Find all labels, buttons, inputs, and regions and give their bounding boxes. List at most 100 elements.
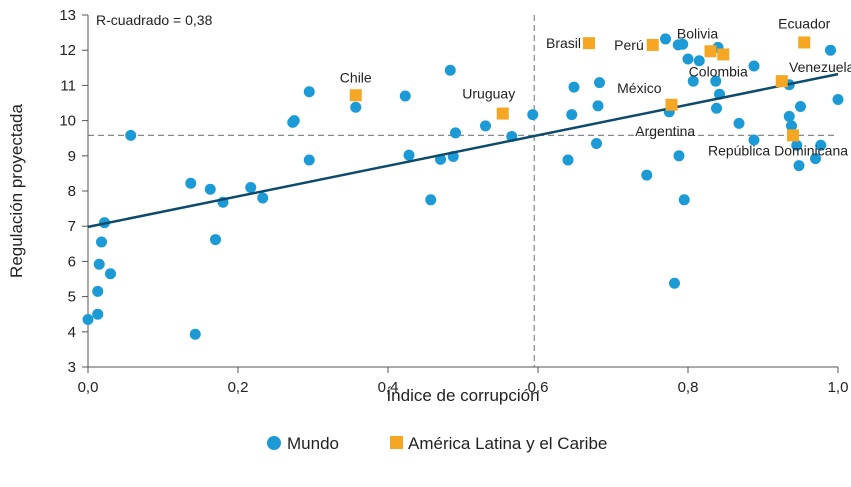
- data-point-mundo: [82, 313, 94, 325]
- y-tick-label: 4: [68, 324, 76, 341]
- x-tick-label: 0,8: [678, 379, 699, 396]
- point-label: Ecuador: [778, 15, 830, 31]
- data-point-mundo: [733, 117, 745, 129]
- x-tick-label: 0,0: [78, 379, 99, 396]
- data-point-latam: [704, 45, 717, 58]
- data-point-mundo: [687, 75, 699, 87]
- x-axis-ticks: 0,0 0,2 0,4 0,6 0,8 1,0: [78, 367, 848, 396]
- data-point-mundo: [93, 258, 105, 270]
- data-point-mundo: [748, 134, 760, 146]
- y-tick-label: 11: [60, 77, 76, 94]
- trend-line: [87, 72, 839, 229]
- data-point-mundo: [825, 44, 836, 56]
- data-point-mundo: [403, 149, 415, 161]
- y-axis-ticks: 3 4 5 6 7 8 9 10 11 12 13: [59, 7, 88, 376]
- point-label: México: [617, 80, 662, 96]
- y-tick-label: 6: [68, 253, 76, 270]
- y-tick-label: 7: [68, 218, 76, 235]
- y-tick-label: 3: [68, 359, 76, 376]
- legend: Mundo América Latina y el Caribe: [267, 434, 607, 453]
- data-point-mundo: [783, 110, 795, 122]
- data-point-mundo: [562, 154, 574, 166]
- r-squared-annotation: R-cuadrado = 0,38: [96, 12, 213, 28]
- y-tick-label: 9: [68, 148, 76, 165]
- data-point-mundo: [669, 277, 680, 289]
- data-point-mundo: [210, 234, 221, 246]
- data-point-mundo: [96, 236, 107, 248]
- legend-label-latam: América Latina y el Caribe: [408, 434, 607, 453]
- x-axis-title: Índice de corrupción: [386, 386, 539, 405]
- data-point-mundo: [527, 109, 539, 121]
- data-point-mundo: [641, 169, 653, 181]
- data-point-latam: [583, 37, 595, 50]
- point-label: República Dominicana: [708, 142, 848, 158]
- data-point-mundo: [568, 81, 580, 93]
- data-point-mundo: [591, 137, 602, 149]
- data-point-mundo: [791, 139, 803, 151]
- data-point-mundo: [793, 160, 805, 172]
- point-label: Bolivia: [677, 25, 718, 41]
- data-point-mundo: [693, 55, 705, 67]
- point-label: Uruguay: [462, 86, 515, 102]
- data-point-mundo: [92, 308, 104, 320]
- point-label: Chile: [340, 69, 372, 85]
- data-point-mundo: [480, 120, 491, 132]
- data-point-latam: [665, 98, 678, 111]
- point-label: Brasil: [546, 35, 581, 51]
- data-point-latam: [496, 107, 509, 120]
- x-tick-label: 0,4: [378, 379, 399, 396]
- data-point-mundo: [678, 194, 690, 206]
- y-tick-label: 8: [68, 183, 76, 200]
- data-point-mundo: [125, 129, 137, 141]
- data-point-mundo: [673, 150, 685, 162]
- data-point-latam: [646, 38, 659, 51]
- point-label: Perú: [614, 37, 644, 53]
- data-point-latam: [349, 89, 362, 102]
- data-point-mundo: [450, 127, 461, 139]
- data-point-mundo: [710, 75, 722, 87]
- point-label: Colombia: [689, 63, 748, 79]
- data-point-mundo: [444, 64, 456, 76]
- latam-points-layer: [349, 36, 811, 142]
- data-point-mundo: [682, 53, 694, 65]
- data-point-mundo: [711, 102, 722, 114]
- y-tick-label: 10: [59, 113, 76, 130]
- data-point-mundo: [189, 328, 201, 340]
- data-point-mundo: [592, 100, 604, 112]
- y-tick-label: 12: [59, 42, 76, 59]
- data-point-mundo: [832, 93, 844, 105]
- point-label: Argentina: [635, 123, 695, 139]
- data-point-mundo: [303, 154, 315, 166]
- data-point-mundo: [810, 153, 821, 165]
- data-point-mundo: [257, 192, 269, 204]
- legend-marker-mundo: [267, 436, 281, 450]
- data-point-mundo: [204, 183, 216, 195]
- x-tick-label: 0,2: [228, 379, 249, 396]
- data-point-mundo: [92, 285, 104, 297]
- data-point-latam: [787, 129, 799, 142]
- data-point-mundo: [786, 120, 797, 132]
- data-point-mundo: [399, 90, 411, 102]
- data-point-mundo: [303, 86, 315, 98]
- data-point-latam: [775, 75, 788, 88]
- data-point-mundo: [748, 60, 760, 72]
- data-point-latam: [717, 48, 730, 61]
- data-point-mundo: [185, 177, 197, 189]
- y-tick-label: 13: [59, 7, 76, 24]
- data-point-mundo: [594, 77, 605, 89]
- data-point-mundo: [105, 268, 116, 280]
- y-axis-title: Regulación proyectada: [7, 104, 26, 278]
- legend-label-mundo: Mundo: [287, 434, 339, 453]
- data-point-mundo: [288, 115, 300, 127]
- data-point-latam: [798, 36, 811, 49]
- data-point-mundo: [815, 139, 827, 151]
- x-tick-label: 0,6: [528, 379, 549, 396]
- legend-marker-latam: [390, 436, 403, 449]
- data-point-mundo: [660, 33, 671, 45]
- data-point-mundo: [425, 194, 437, 206]
- point-labels-layer: Chile Uruguay Brasil Perú México Bolivia Colom…: [340, 15, 851, 158]
- data-point-mundo: [566, 109, 578, 121]
- data-point-mundo: [245, 181, 257, 193]
- plot-area: 3 4 5 6 7 8 9 10 11 12 13 0,0 0,2 0,4 0,6 0,8 1,0 Chile…: [59, 7, 851, 396]
